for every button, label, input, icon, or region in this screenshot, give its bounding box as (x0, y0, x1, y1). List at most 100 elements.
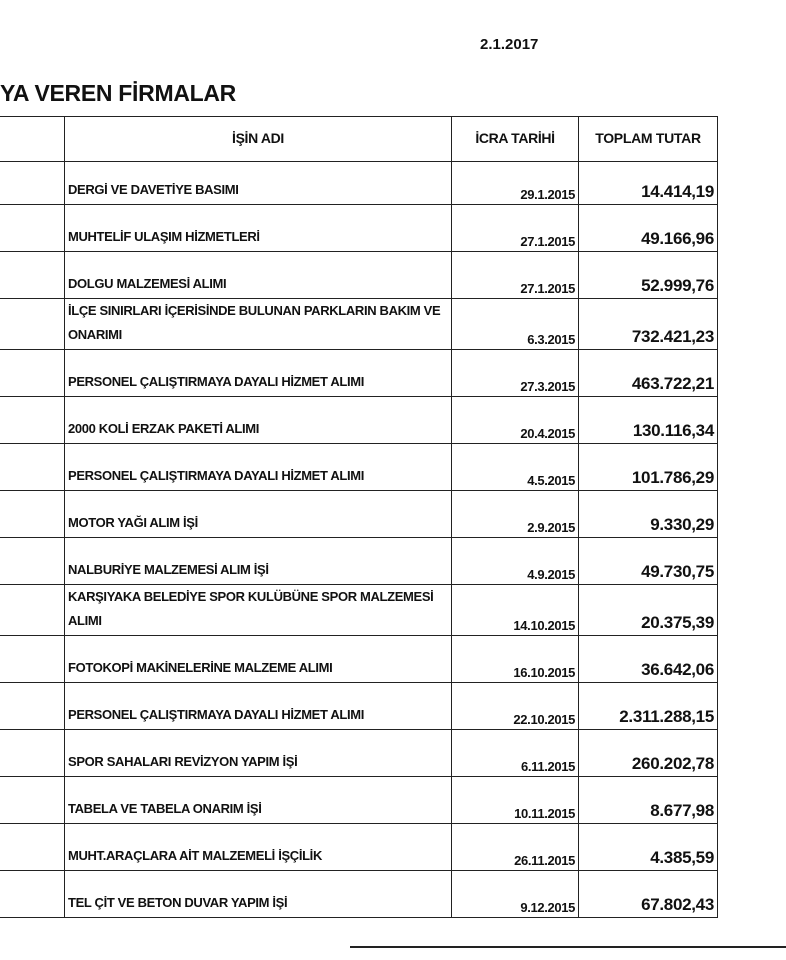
execution-date-cell: 4.9.2015 (451, 537, 579, 585)
table-row: KARŞIYAKA BELEDİYE SPOR KULÜBÜNE SPOR MA… (0, 584, 718, 636)
total-amount-cell: 9.330,29 (578, 490, 718, 538)
execution-date-cell: 27.1.2015 (451, 204, 579, 252)
table-row: DERGİ VE DAVETİYE BASIMI 29.1.2015 14.414,… (0, 161, 718, 205)
table-row: FOTOKOPİ MAKİNELERİNE MALZEME ALIMI 16.10… (0, 635, 718, 683)
job-name-cell: PERSONEL ÇALIŞTIRMAYA DAYALI HİZMET ALIM… (64, 682, 452, 730)
job-name: 2000 KOLİ ERZAK PAKETİ ALIMI (68, 421, 260, 436)
total-amount-cell: 20.375,39 (578, 584, 718, 636)
job-name: PERSONEL ÇALIŞTIRMAYA DAYALI HİZMET ALIM… (68, 468, 365, 483)
total-amount-cell: 463.722,21 (578, 349, 718, 397)
table-row: PERSONEL ÇALIŞTIRMAYA DAYALI HİZMET ALIM… (0, 682, 718, 730)
blank-cell (0, 161, 65, 205)
blank-cell (0, 396, 65, 444)
blank-cell (0, 729, 65, 777)
job-name: DOLGU MALZEMESİ ALIMI (68, 276, 227, 291)
execution-date-cell: 6.3.2015 (451, 298, 579, 350)
blank-cell (0, 443, 65, 491)
table-row: MUHT.ARAÇLARA AİT MALZEMELİ İŞÇİLİK 26.11… (0, 823, 718, 871)
blank-cell (0, 204, 65, 252)
total-amount-cell: 130.116,34 (578, 396, 718, 444)
table-row: 2000 KOLİ ERZAK PAKETİ ALIMI 20.4.2015 130… (0, 396, 718, 444)
total-amount-cell: 260.202,78 (578, 729, 718, 777)
table-row: PERSONEL ÇALIŞTIRMAYA DAYALI HİZMET ALIM… (0, 443, 718, 491)
job-name: SPOR SAHALARI REVİZYON YAPIM İŞİ (68, 754, 298, 769)
blank-cell (0, 635, 65, 683)
table-row: DOLGU MALZEMESİ ALIMI 27.1.2015 52.999,76 (0, 251, 718, 299)
job-name-cell: MUHT.ARAÇLARA AİT MALZEMELİ İŞÇİLİK (64, 823, 452, 871)
job-name: MUHTELİF ULAŞIM HİZMETLERİ (68, 229, 260, 244)
table-row: TABELA VE TABELA ONARIM İŞİ 10.11.2015 8.6… (0, 776, 718, 824)
table-row: İLÇE SINIRLARI İÇERİSİNDE BULUNAN PARKLA… (0, 298, 718, 350)
table-header-row: İŞİN ADI İCRA TARİHİ TOPLAM TUTAR (0, 116, 718, 162)
blank-cell (0, 682, 65, 730)
execution-date-cell: 14.10.2015 (451, 584, 579, 636)
total-amount-cell: 2.311.288,15 (578, 682, 718, 730)
execution-date-cell: 10.11.2015 (451, 776, 579, 824)
job-name-cell: TEL ÇİT VE BETON DUVAR YAPIM İŞİ (64, 870, 452, 918)
job-name: MUHT.ARAÇLARA AİT MALZEMELİ İŞÇİLİK (68, 848, 322, 863)
job-name: PERSONEL ÇALIŞTIRMAYA DAYALI HİZMET ALIM… (68, 374, 365, 389)
blank-cell (0, 349, 65, 397)
execution-date-cell: 2.9.2015 (451, 490, 579, 538)
execution-date-cell: 27.1.2015 (451, 251, 579, 299)
table-row: MUHTELİF ULAŞIM HİZMETLERİ 27.1.2015 49.16… (0, 204, 718, 252)
blank-cell (0, 298, 65, 350)
column-header-job-name: İŞİN ADI (64, 116, 452, 162)
execution-date-cell: 20.4.2015 (451, 396, 579, 444)
table-row: SPOR SAHALARI REVİZYON YAPIM İŞİ 6.11.201… (0, 729, 718, 777)
job-name-cell: NALBURİYE MALZEMESİ ALIM İŞİ (64, 537, 452, 585)
execution-date-cell: 16.10.2015 (451, 635, 579, 683)
total-amount-cell: 8.677,98 (578, 776, 718, 824)
blank-cell (0, 870, 65, 918)
job-name: FOTOKOPİ MAKİNELERİNE MALZEME ALIMI (68, 660, 333, 675)
job-name: DERGİ VE DAVETİYE BASIMI (68, 182, 239, 197)
job-name-cell: MUHTELİF ULAŞIM HİZMETLERİ (64, 204, 452, 252)
blank-cell (0, 584, 65, 636)
total-amount-cell: 49.730,75 (578, 537, 718, 585)
blank-cell (0, 823, 65, 871)
total-amount-cell: 52.999,76 (578, 251, 718, 299)
total-amount-cell: 49.166,96 (578, 204, 718, 252)
document-date: 2.1.2017 (480, 36, 539, 53)
blank-cell (0, 251, 65, 299)
column-header-blank (0, 116, 65, 162)
execution-date-cell: 9.12.2015 (451, 870, 579, 918)
execution-date-cell: 27.3.2015 (451, 349, 579, 397)
contracts-table: İŞİN ADI İCRA TARİHİ TOPLAM TUTAR DERGİ … (0, 116, 718, 918)
blank-cell (0, 490, 65, 538)
job-name-cell: KARŞIYAKA BELEDİYE SPOR KULÜBÜNE SPOR MA… (64, 584, 452, 636)
execution-date-cell: 22.10.2015 (451, 682, 579, 730)
job-name: KARŞIYAKA BELEDİYE SPOR KULÜBÜNE SPOR MA… (68, 589, 434, 628)
job-name-cell: DOLGU MALZEMESİ ALIMI (64, 251, 452, 299)
job-name-cell: PERSONEL ÇALIŞTIRMAYA DAYALI HİZMET ALIM… (64, 349, 452, 397)
divider-line (350, 946, 786, 948)
job-name-cell: İLÇE SINIRLARI İÇERİSİNDE BULUNAN PARKLA… (64, 298, 452, 350)
total-amount-cell: 36.642,06 (578, 635, 718, 683)
table-row: TEL ÇİT VE BETON DUVAR YAPIM İŞİ 9.12.201… (0, 870, 718, 918)
execution-date-cell: 26.11.2015 (451, 823, 579, 871)
execution-date-cell: 6.11.2015 (451, 729, 579, 777)
job-name-cell: PERSONEL ÇALIŞTIRMAYA DAYALI HİZMET ALIM… (64, 443, 452, 491)
job-name: PERSONEL ÇALIŞTIRMAYA DAYALI HİZMET ALIM… (68, 707, 365, 722)
blank-cell (0, 776, 65, 824)
table-row: NALBURİYE MALZEMESİ ALIM İŞİ 4.9.2015 49.7… (0, 537, 718, 585)
table-row: PERSONEL ÇALIŞTIRMAYA DAYALI HİZMET ALIM… (0, 349, 718, 397)
job-name-cell: FOTOKOPİ MAKİNELERİNE MALZEME ALIMI (64, 635, 452, 683)
document-title: YA VEREN FİRMALAR (0, 80, 236, 106)
execution-date-cell: 29.1.2015 (451, 161, 579, 205)
execution-date-cell: 4.5.2015 (451, 443, 579, 491)
table-row: MOTOR YAĞI ALIM İŞİ 2.9.2015 9.330,29 (0, 490, 718, 538)
job-name: NALBURİYE MALZEMESİ ALIM İŞİ (68, 562, 269, 577)
column-header-total-amount: TOPLAM TUTAR (578, 116, 718, 162)
job-name-cell: MOTOR YAĞI ALIM İŞİ (64, 490, 452, 538)
job-name: İLÇE SINIRLARI İÇERİSİNDE BULUNAN PARKLA… (68, 303, 441, 342)
job-name: MOTOR YAĞI ALIM İŞİ (68, 515, 198, 530)
total-amount-cell: 101.786,29 (578, 443, 718, 491)
column-header-execution-date: İCRA TARİHİ (451, 116, 579, 162)
job-name-cell: TABELA VE TABELA ONARIM İŞİ (64, 776, 452, 824)
total-amount-cell: 4.385,59 (578, 823, 718, 871)
job-name-cell: 2000 KOLİ ERZAK PAKETİ ALIMI (64, 396, 452, 444)
total-amount-cell: 67.802,43 (578, 870, 718, 918)
job-name: TABELA VE TABELA ONARIM İŞİ (68, 801, 262, 816)
total-amount-cell: 732.421,23 (578, 298, 718, 350)
